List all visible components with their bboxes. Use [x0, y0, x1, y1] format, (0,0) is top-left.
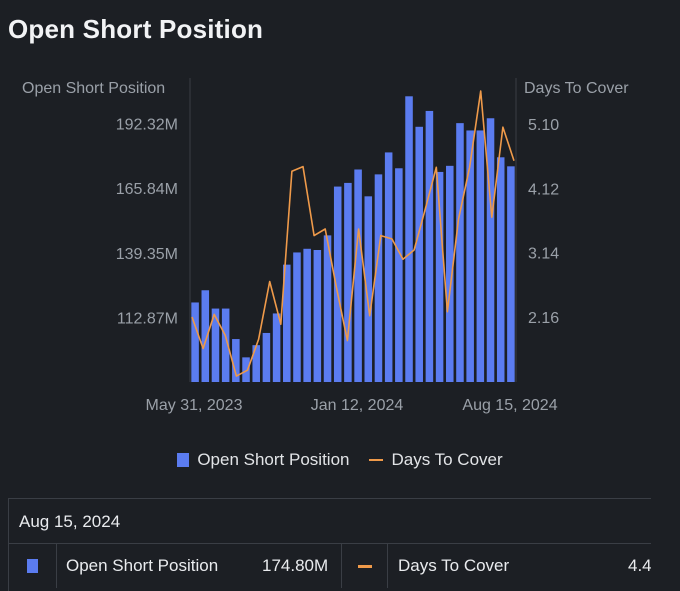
chart-title: Open Short Position — [8, 14, 264, 44]
y-left-tick-label: 139.35M — [116, 246, 178, 263]
y-left-axis-title: Open Short Position — [22, 80, 165, 97]
bar[interactable] — [466, 130, 474, 382]
bar[interactable] — [221, 308, 230, 382]
tooltip-date: Aug 15, 2024 — [19, 512, 121, 531]
bar[interactable] — [486, 118, 495, 382]
y-right-tick-label: 5.10 — [528, 117, 559, 134]
bar[interactable] — [364, 196, 373, 382]
y-left-tick-label: 192.32M — [116, 117, 178, 134]
y-right-tick-label: 4.12 — [528, 181, 559, 198]
bar[interactable] — [211, 308, 220, 382]
bar[interactable] — [425, 110, 434, 382]
y-left-tick-label: 165.84M — [116, 181, 178, 198]
line-swatch-icon — [369, 459, 384, 461]
days-to-cover-line[interactable] — [191, 90, 515, 377]
bar[interactable] — [293, 252, 301, 382]
bar[interactable] — [201, 290, 210, 382]
bar[interactable] — [232, 339, 240, 382]
legend-item-days-to-cover[interactable]: Days To Cover — [369, 450, 503, 470]
axis-lines — [189, 78, 517, 382]
bar[interactable] — [384, 152, 393, 382]
bar-series — [191, 96, 515, 383]
tooltip-ops-label-text: Open Short Position — [66, 556, 219, 575]
tooltip-dtc-value-text: 4.4 — [628, 556, 651, 575]
bar[interactable] — [323, 235, 332, 382]
bar-swatch-icon — [27, 559, 38, 573]
x-tick-label: May 31, 2023 — [146, 397, 243, 414]
bar[interactable] — [435, 171, 444, 382]
legend-label-bar: Open Short Position — [197, 450, 350, 469]
x-ticks: May 31, 2023 Jan 12, 2024 Aug 15, 2024 — [146, 397, 558, 414]
bar[interactable] — [303, 248, 311, 382]
bar[interactable] — [262, 332, 271, 382]
bar[interactable] — [191, 302, 199, 382]
bar[interactable] — [333, 186, 342, 382]
y-right-ticks: 5.10 4.12 3.14 2.16 — [528, 117, 559, 327]
bar[interactable] — [476, 130, 485, 382]
bar[interactable] — [354, 169, 362, 382]
tooltip-dtc-swatch — [341, 544, 372, 588]
combo-chart: Open Short Position Days To Cover 192.32… — [22, 78, 629, 414]
y-right-tick-label: 2.16 — [528, 310, 559, 327]
bar[interactable] — [415, 126, 423, 383]
bar[interactable] — [272, 313, 281, 382]
bar-swatch-icon — [177, 453, 190, 467]
bar[interactable] — [374, 174, 383, 382]
y-left-ticks: 192.32M 165.84M 139.35M 112.87M — [116, 117, 178, 328]
y-right-axis-title: Days To Cover — [524, 80, 629, 97]
tooltip-dtc-value: 4.4 — [628, 544, 651, 588]
bar[interactable] — [496, 157, 505, 382]
bar[interactable] — [446, 165, 454, 382]
legend-item-open-short-position[interactable]: Open Short Position — [177, 450, 349, 470]
y-left-tick-label: 112.87M — [117, 310, 178, 327]
tooltip-ops-value-text: 174.80M — [262, 556, 329, 575]
bar[interactable] — [405, 96, 413, 382]
bar[interactable] — [283, 264, 291, 382]
data-tooltip: Aug 15, 2024 Open Short Position 174.80M… — [8, 498, 651, 591]
tooltip-dtc-label-text: Days To Cover — [398, 556, 510, 575]
bar[interactable] — [507, 166, 515, 382]
legend: Open Short Position Days To Cover — [0, 450, 680, 470]
legend-label-line: Days To Cover — [391, 450, 503, 469]
bar[interactable] — [242, 357, 250, 382]
tooltip-ops-value: 174.80M — [262, 544, 328, 588]
bar[interactable] — [252, 345, 260, 382]
bar[interactable] — [456, 123, 464, 382]
tooltip-ops-label: Open Short Position — [56, 544, 218, 588]
bar[interactable] — [344, 182, 352, 382]
line-series — [191, 90, 515, 377]
bar[interactable] — [313, 250, 322, 382]
bar[interactable] — [395, 168, 403, 382]
tooltip-values-row: Open Short Position 174.80M Days To Cove… — [9, 543, 651, 588]
y-right-tick-label: 3.14 — [528, 246, 559, 263]
tooltip-dtc-label: Days To Cover — [387, 544, 509, 588]
line-swatch-icon — [358, 564, 372, 568]
x-tick-label: Jan 12, 2024 — [311, 397, 404, 414]
tooltip-ops-swatch — [27, 544, 38, 588]
x-tick-label: Aug 15, 2024 — [462, 397, 557, 414]
